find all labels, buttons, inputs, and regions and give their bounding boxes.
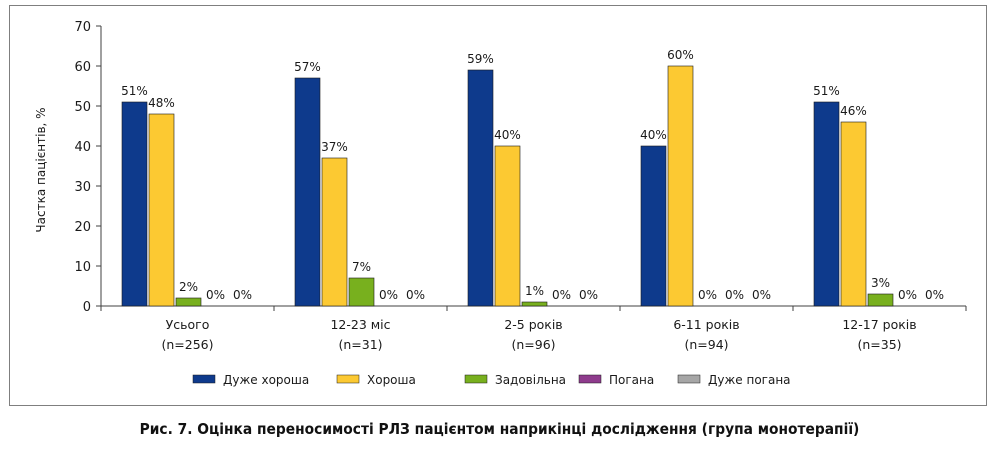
bar	[467, 69, 494, 307]
legend-label: Задовільна	[495, 373, 566, 387]
data-label: 0%	[898, 288, 917, 302]
data-label: 51%	[813, 84, 840, 98]
bar	[813, 101, 840, 307]
y-tick-label: 40	[74, 140, 91, 155]
legend-label: Погана	[609, 373, 654, 387]
bar	[348, 277, 375, 307]
legend-label: Дуже хороша	[223, 373, 309, 387]
x-tick-label: (n=35)	[857, 337, 901, 352]
bar	[867, 293, 894, 307]
data-label: 0%	[552, 288, 571, 302]
data-label: 57%	[294, 60, 321, 74]
data-label: 7%	[352, 260, 371, 274]
data-label: 59%	[467, 52, 494, 66]
x-tick-label: 6-11 років	[673, 317, 739, 332]
data-label: 0%	[698, 288, 717, 302]
data-label: 2%	[179, 280, 198, 294]
x-tick-label: 12-17 років	[842, 317, 916, 332]
bar	[175, 297, 202, 307]
legend-swatch	[336, 374, 360, 384]
data-label: 48%	[148, 96, 175, 110]
x-tick-label: (n=31)	[338, 337, 382, 352]
data-label: 0%	[206, 288, 225, 302]
bar	[640, 145, 667, 307]
bar	[667, 65, 694, 307]
legend-swatch	[464, 374, 488, 384]
x-tick-label: 2-5 років	[504, 317, 562, 332]
bar	[521, 301, 548, 307]
data-label: 51%	[121, 84, 148, 98]
x-tick-label: (n=256)	[161, 337, 213, 352]
x-tick-label: (n=96)	[511, 337, 555, 352]
y-tick-label: 20	[74, 220, 91, 235]
data-label: 0%	[725, 288, 744, 302]
legend-label: Хороша	[367, 373, 416, 387]
data-label: 40%	[494, 128, 521, 142]
x-tick-label: Усього	[166, 317, 210, 332]
data-label: 46%	[840, 104, 867, 118]
bar	[494, 145, 521, 307]
legend-swatch	[192, 374, 216, 384]
y-tick-label: 60	[74, 60, 91, 75]
bar	[121, 101, 148, 307]
data-label: 0%	[406, 288, 425, 302]
figure-caption: Рис. 7. Оцінка переносимості РЛЗ пацієнт…	[139, 420, 860, 438]
data-label: 60%	[667, 48, 694, 62]
data-label: 0%	[579, 288, 598, 302]
y-tick-label: 70	[74, 20, 91, 35]
data-label: 40%	[640, 128, 667, 142]
bar	[148, 113, 175, 307]
data-label: 3%	[871, 276, 890, 290]
data-label: 0%	[379, 288, 398, 302]
bar	[294, 77, 321, 307]
y-tick-label: 0	[83, 300, 91, 315]
data-label: 0%	[925, 288, 944, 302]
y-axis-title: Частка пацієнтів, %	[34, 107, 48, 232]
legend-swatch	[677, 374, 701, 384]
bar	[840, 121, 867, 307]
y-tick-label: 50	[74, 100, 91, 115]
data-label: 37%	[321, 140, 348, 154]
legend-label: Дуже погана	[708, 373, 791, 387]
legend-swatch	[578, 374, 602, 384]
x-tick-label: (n=94)	[684, 337, 728, 352]
data-label: 0%	[233, 288, 252, 302]
y-tick-label: 30	[74, 180, 91, 195]
x-tick-label: 12-23 міс	[330, 317, 390, 332]
bar	[321, 157, 348, 307]
data-label: 0%	[752, 288, 771, 302]
y-tick-label: 10	[74, 260, 91, 275]
data-label: 1%	[525, 284, 544, 298]
